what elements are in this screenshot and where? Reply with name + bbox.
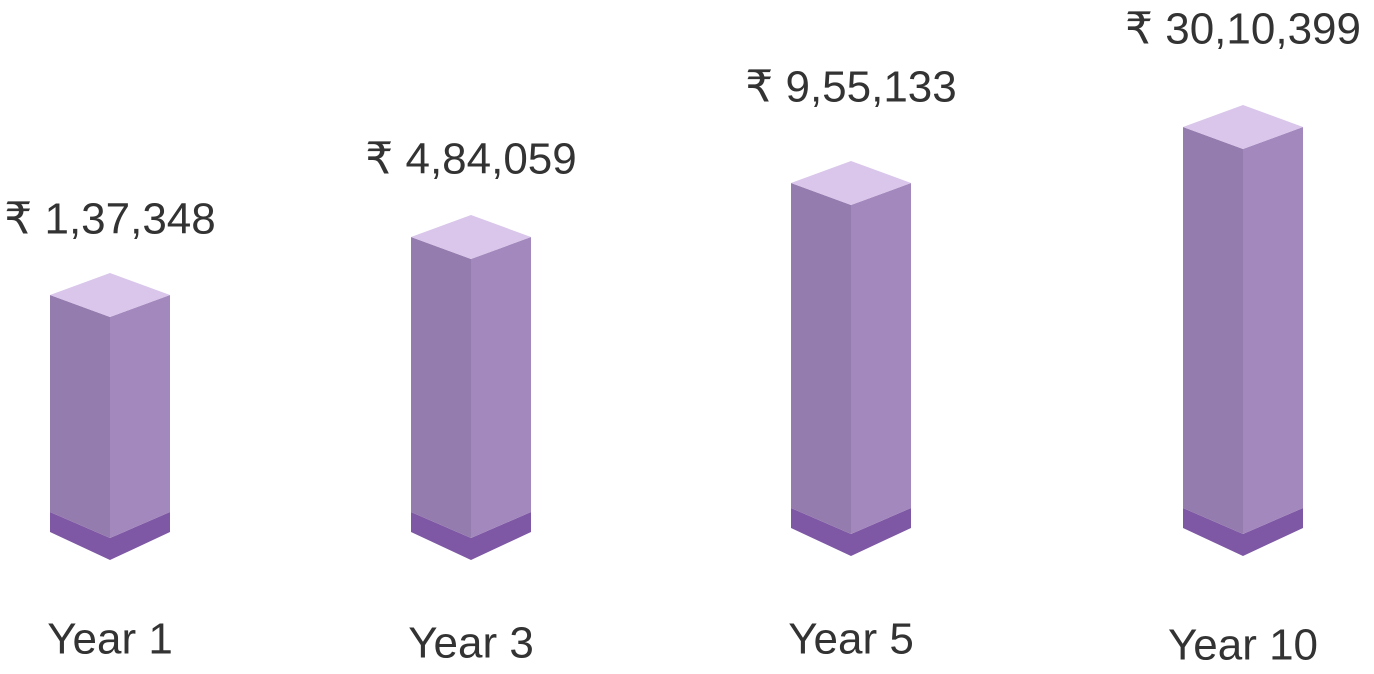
column-right-face bbox=[1243, 127, 1303, 534]
year-label: Year 1 bbox=[47, 615, 173, 664]
column-base bbox=[50, 512, 170, 560]
amount-label: ₹ 1,37,348 bbox=[4, 195, 216, 244]
column-top-face bbox=[1183, 105, 1303, 149]
amount-label: ₹ 4,84,059 bbox=[365, 135, 577, 184]
column-top-face bbox=[50, 273, 170, 317]
column-top-face bbox=[411, 215, 531, 259]
column-left-face bbox=[791, 183, 851, 534]
column-right-face bbox=[851, 183, 911, 534]
year-label: Year 3 bbox=[408, 619, 534, 668]
column-base bbox=[791, 508, 911, 556]
column-base bbox=[411, 512, 531, 560]
column-top-face bbox=[791, 161, 911, 205]
amount-label: ₹ 9,55,133 bbox=[745, 63, 957, 112]
column-right-face bbox=[110, 295, 170, 538]
column-base bbox=[1183, 508, 1303, 556]
amount-label: ₹ 30,10,399 bbox=[1125, 5, 1361, 54]
year-label: Year 5 bbox=[788, 615, 914, 664]
column-left-face bbox=[411, 237, 471, 538]
column-left-face bbox=[50, 295, 110, 538]
year-label: Year 10 bbox=[1168, 621, 1318, 670]
column-right-face bbox=[471, 237, 531, 538]
column-left-face bbox=[1183, 127, 1243, 534]
